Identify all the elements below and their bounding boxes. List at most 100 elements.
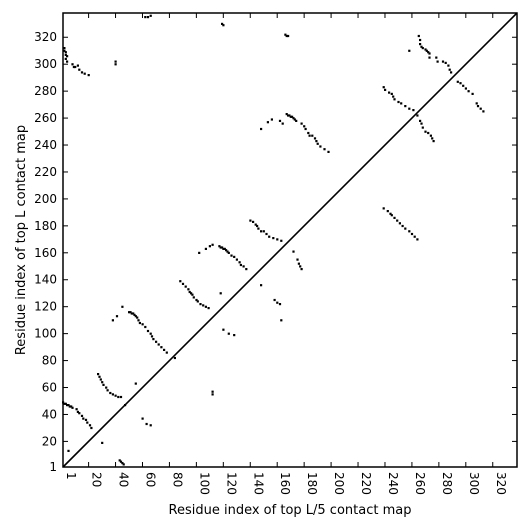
contact-point — [82, 417, 85, 420]
contact-point — [393, 216, 396, 219]
contact-point — [420, 45, 423, 48]
contact-point — [388, 91, 391, 94]
contact-point — [245, 268, 248, 271]
contact-point — [276, 238, 279, 241]
contact-point — [202, 304, 205, 307]
y-tick-label: 280 — [34, 84, 57, 98]
contact-point — [410, 232, 414, 236]
contact-point — [222, 247, 225, 250]
y-tick-label: 220 — [34, 165, 57, 179]
contact-point — [428, 52, 431, 55]
contact-point — [133, 313, 136, 316]
contact-point — [421, 47, 424, 50]
contact-point — [145, 422, 148, 426]
contact-point — [64, 57, 67, 60]
x-tick-label: 1 — [64, 472, 78, 480]
y-tick-label: 1 — [49, 460, 57, 474]
contact-point — [219, 292, 222, 295]
x-tick-label: 40 — [117, 472, 131, 487]
contact-point — [416, 238, 419, 241]
contact-point — [75, 408, 78, 411]
x-tick-label: 200 — [332, 472, 346, 495]
contact-point — [421, 126, 424, 129]
contact-point — [404, 227, 407, 230]
contact-point — [63, 47, 66, 50]
contact-point — [74, 65, 77, 69]
y-tick-label: 180 — [34, 219, 57, 233]
contact-point — [482, 110, 485, 113]
contact-point — [419, 38, 422, 42]
y-tick-label: 100 — [34, 327, 57, 341]
contact-point — [285, 34, 288, 38]
contact-point — [398, 222, 401, 225]
contact-point — [428, 56, 431, 59]
contact-point — [401, 224, 404, 228]
contact-point — [157, 343, 160, 346]
contact-point — [254, 223, 257, 226]
contact-point — [276, 301, 279, 304]
contact-point — [218, 245, 221, 248]
contact-point — [400, 102, 403, 105]
contact-point — [464, 87, 467, 90]
contact-point — [76, 410, 79, 413]
contact-point — [268, 235, 271, 238]
x-axis-ticks: 1 20 40 60 80 100 120 140 160 180 200 220 240 260 280 3… — [62, 13, 508, 495]
contact-point — [105, 386, 108, 389]
points-layer — [62, 14, 485, 466]
contact-point — [119, 460, 123, 463]
contact-point — [223, 247, 226, 250]
contact-point — [272, 237, 275, 240]
contact-point — [284, 33, 287, 36]
contact-point — [211, 390, 214, 393]
contact-point — [315, 140, 318, 143]
contact-point — [111, 319, 114, 322]
contact-point — [313, 137, 317, 140]
contact-point — [192, 296, 195, 299]
contact-point — [287, 114, 290, 117]
x-tick-label: 80 — [170, 472, 184, 487]
contact-point — [191, 293, 194, 296]
contact-point — [137, 319, 140, 322]
contact-point — [211, 243, 214, 246]
contact-point — [67, 404, 70, 407]
contact-point — [173, 356, 176, 360]
contact-point — [144, 325, 147, 329]
x-tick-label: 20 — [90, 472, 104, 487]
contact-point — [424, 48, 427, 51]
contact-point — [190, 292, 193, 295]
contact-point — [160, 346, 163, 349]
contact-point — [396, 219, 399, 222]
contact-point — [300, 122, 303, 125]
contact-point — [266, 121, 269, 124]
contact-point — [122, 463, 125, 466]
contact-point — [278, 119, 282, 122]
contact-point — [287, 34, 290, 38]
contact-point — [239, 263, 242, 267]
contact-point — [227, 332, 230, 335]
contact-point — [71, 406, 74, 409]
contact-point — [90, 426, 93, 430]
y-axis-ticks: 1204060801001201401601802002202402602803… — [34, 30, 517, 474]
contact-point — [78, 412, 81, 415]
contact-point — [249, 219, 252, 222]
contact-point — [184, 285, 187, 288]
x-tick-label: 220 — [359, 472, 373, 495]
contact-point — [71, 63, 74, 66]
contact-point — [63, 49, 66, 52]
contact-point — [308, 134, 311, 137]
contact-point — [109, 391, 112, 395]
contact-point — [419, 119, 422, 122]
contact-point — [288, 114, 291, 117]
contact-point — [448, 68, 451, 71]
contact-point — [299, 265, 302, 268]
plot-frame — [62, 12, 518, 468]
y-tick-label: 140 — [34, 273, 57, 287]
x-tick-label: 160 — [278, 472, 292, 495]
contact-point — [397, 100, 400, 104]
contact-point — [444, 61, 447, 64]
contact-point — [252, 220, 255, 223]
contact-point — [179, 280, 182, 283]
contact-point — [134, 315, 137, 318]
y-tick-label: 240 — [34, 138, 57, 152]
diagonal-line — [62, 12, 518, 468]
